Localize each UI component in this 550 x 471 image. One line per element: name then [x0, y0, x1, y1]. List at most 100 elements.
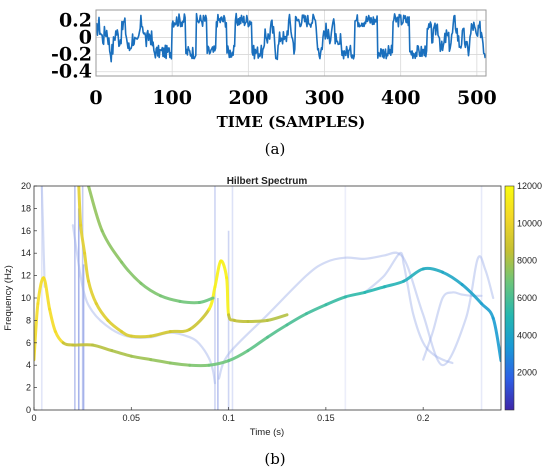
panel-b-ridge-segment — [120, 260, 143, 285]
panel-a-y-ticks: 0.20-0.2-0.4 — [51, 9, 92, 82]
panel-b-ridge-segment — [363, 285, 386, 294]
colorbar-tick-label: 4000 — [517, 330, 537, 340]
panel-b-ridge-segment — [188, 307, 211, 331]
panel-b-y-tick-label: 16 — [21, 226, 31, 236]
panel-b-spikes — [40, 186, 483, 410]
panel-b-caption-label: (b) — [264, 450, 285, 468]
panel-b-y-axis-label: Frequency (Hz) — [3, 265, 14, 330]
panel-b-x-tick-label: 0.05 — [123, 413, 141, 423]
panel-b-ridge-segment — [42, 276, 52, 311]
panel-b-ridge-segment — [285, 312, 308, 327]
panel-b-y-tick-label: 20 — [21, 181, 31, 191]
panel-a-signal-line — [96, 12, 486, 63]
colorbar-ticks: 2000 4000 6000 8000 10000 12000 — [517, 181, 542, 378]
panel-b-ridge-segment — [324, 295, 347, 307]
colorbar-tick-label: 6000 — [517, 293, 537, 303]
panel-b-y-tick-label: 6 — [26, 338, 31, 348]
panel-b-ridge-segment — [460, 283, 483, 306]
panel-a-y-tick-label: 0 — [79, 26, 92, 48]
panel-b-ridge-segment — [79, 223, 87, 255]
panel-b-faint-curve — [363, 251, 454, 365]
panel-b-y-tick-label: 12 — [21, 271, 31, 281]
panel-b-y-tick-label: 18 — [21, 203, 31, 213]
panel-a-x-ticks: 0 100 200 300 400 500 — [89, 87, 496, 109]
panel-b: 0 2 4 6 8 10 12 14 16 18 20 0 0.05 0.1 0.15 0.2 Hilber… — [3, 176, 542, 468]
panel-b-plot-background — [34, 186, 501, 410]
panel-a-x-tick-label: 100 — [152, 87, 192, 109]
panel-b-y-tick-label: 8 — [26, 315, 31, 325]
panel-b-ridge-segment — [207, 359, 231, 367]
panel-b-ridge-segment — [197, 296, 215, 304]
panel-a-x-tick-label: 0 — [89, 87, 102, 109]
panel-a-x-tick-label: 200 — [229, 87, 269, 109]
panel-b-ridge-segment — [110, 349, 133, 358]
panel-b-ridge-segment — [100, 229, 124, 264]
panel-b-ridge-segment — [139, 281, 162, 298]
panel-b-ridge-segment — [232, 318, 250, 323]
panel-a: 0.20-0.2-0.4 0 100 200 300 400 500 TIME (SAMP… — [51, 9, 497, 158]
panel-a-y-tick-label: -0.4 — [51, 61, 92, 83]
panel-b-ridge-segment — [266, 323, 289, 339]
colorbar-tick-label: 8000 — [517, 256, 537, 266]
panel-b-faint-curve — [422, 291, 483, 361]
panel-b-ridge-segment — [129, 334, 153, 339]
panel-b-y-tick-label: 10 — [21, 293, 31, 303]
panel-b-ridge-segment — [304, 303, 328, 316]
panel-b-x-axis-label: Time (s) — [250, 427, 284, 438]
panel-b-ridge-segment — [421, 266, 445, 274]
panel-a-caption-label: (a) — [265, 140, 286, 158]
panel-b-ridge-segment — [149, 330, 172, 338]
panel-a-y-tick-label: 0.2 — [59, 9, 92, 31]
panel-b-ridge-segment — [219, 259, 229, 280]
panel-b-x-ticks: 0 0.05 0.1 0.15 0.2 — [31, 407, 429, 423]
panel-b-ridge-segment — [246, 318, 269, 323]
panel-b-x-tick-label: 0.2 — [417, 413, 430, 423]
panel-a-x-tick-label: 400 — [381, 87, 421, 109]
panel-b-ridge-segment — [168, 327, 192, 334]
panel-b-ridge-segment — [402, 267, 425, 283]
panel-b-x-tick-label: 0.15 — [317, 413, 335, 423]
colorbar-tick-label: 2000 — [517, 368, 537, 378]
panel-b-x-tick-label: 0 — [31, 413, 36, 423]
panel-b-y-tick-label: 14 — [21, 248, 31, 258]
panel-b-ridge-segment — [227, 349, 250, 363]
panel-b-ridge-segment — [94, 302, 110, 322]
colorbar-tick-label: 12000 — [517, 181, 542, 191]
panel-a-x-tick-label: 500 — [457, 87, 497, 109]
colorbar-tick-label: 10000 — [517, 218, 542, 228]
panel-b-ridge-segment — [225, 276, 231, 317]
panel-b-ridge-segment — [266, 313, 289, 322]
panel-b-ridge-segment — [129, 354, 153, 362]
panel-b-ridge-segment — [246, 335, 269, 353]
panel-a-plot-frame — [95, 9, 487, 77]
panel-b-faint-curve — [40, 186, 46, 288]
panel-b-y-tick-label: 2 — [26, 383, 31, 393]
panel-b-ridge-segment — [90, 343, 114, 353]
panel-b-title: Hilbert Spectrum — [227, 176, 308, 187]
panel-a-x-tick-label: 300 — [305, 87, 345, 109]
panel-a-line-group — [96, 12, 486, 63]
panel-a-y-tick-label: -0.2 — [51, 44, 92, 66]
panel-b-ridge-segment — [77, 186, 83, 227]
panel-b-ridge-segment — [441, 270, 464, 287]
panel-b-y-tick-label: 4 — [26, 360, 31, 370]
panel-b-ridge-segment — [382, 279, 406, 289]
panel-b-ridge-segment — [87, 186, 104, 233]
panel-b-ridge-segment — [87, 279, 98, 306]
panel-b-y-ticks: 0 2 4 6 8 10 12 14 16 18 20 — [21, 181, 37, 415]
panel-b-ridge-segment — [178, 299, 201, 305]
panel-b-ridge-segment — [149, 358, 172, 365]
panel-b-faint-curve — [217, 251, 495, 380]
panel-b-ridge-segment — [480, 302, 495, 320]
panel-a-x-axis-label: TIME (SAMPLES) — [217, 113, 366, 131]
colorbar — [504, 185, 515, 411]
panel-b-ridge-segment — [159, 294, 182, 303]
panel-b-ridge-curves — [34, 186, 501, 368]
panel-b-ridge-segment — [48, 307, 57, 334]
panel-b-ridge-segment — [343, 290, 367, 299]
panel-b-ridge-segment — [83, 251, 90, 283]
panel-b-ridge-segment — [168, 361, 192, 367]
panel-b-x-tick-label: 0.1 — [222, 413, 235, 423]
panel-b-y-tick-label: 0 — [26, 405, 31, 415]
